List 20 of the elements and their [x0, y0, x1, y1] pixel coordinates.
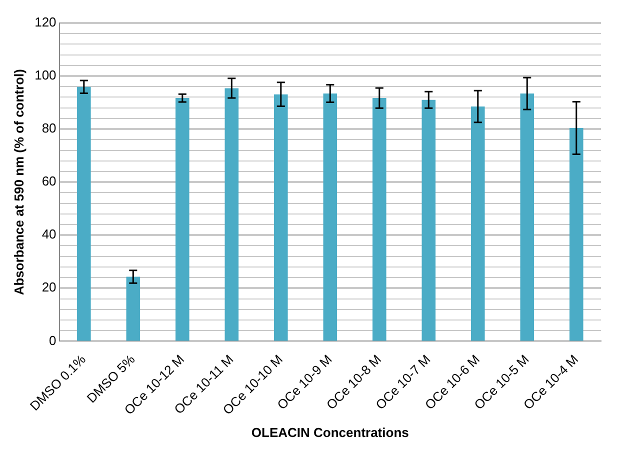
bar — [569, 128, 584, 341]
bar — [224, 88, 239, 341]
bar — [274, 94, 288, 341]
bar — [126, 276, 140, 341]
bar — [176, 98, 190, 341]
bar — [422, 100, 436, 341]
y-tick-label: 60 — [42, 174, 56, 189]
y-tick-label: 80 — [42, 120, 56, 136]
bar — [470, 106, 485, 341]
x-axis-title: OLEACIN Concentrations — [251, 424, 409, 440]
y-tick-label: 100 — [34, 68, 56, 83]
y-tick-label: 40 — [42, 226, 56, 242]
y-tick-label: 20 — [42, 280, 56, 295]
bar — [323, 94, 338, 341]
bar — [77, 86, 91, 341]
y-axis-title: Absorbance at 590 nm (% of control) — [11, 69, 26, 296]
bar — [520, 94, 534, 341]
y-tick-label: 120 — [34, 14, 56, 30]
bar — [372, 98, 386, 341]
y-tick-label: 0 — [49, 332, 56, 348]
